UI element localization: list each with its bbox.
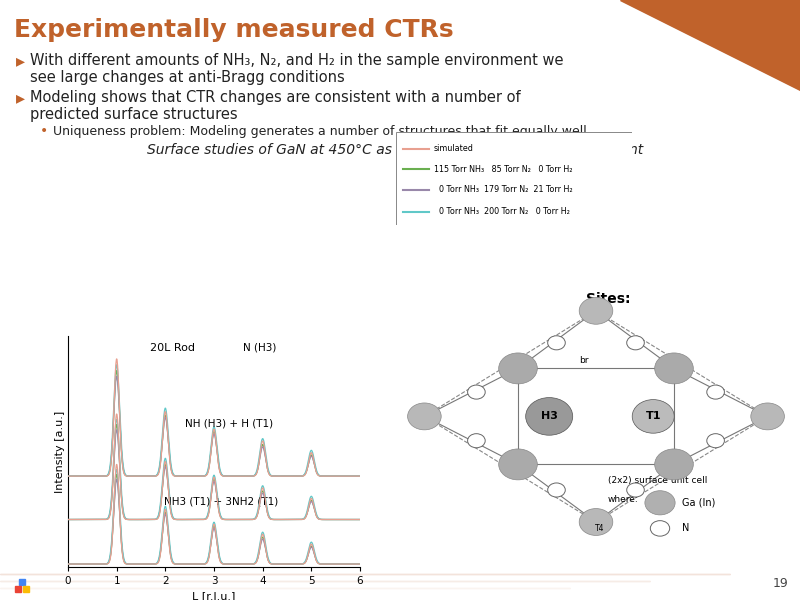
- Text: N (H3): N (H3): [243, 343, 277, 353]
- Circle shape: [548, 336, 566, 350]
- Circle shape: [650, 521, 670, 536]
- Circle shape: [654, 353, 694, 384]
- Circle shape: [626, 336, 644, 350]
- Circle shape: [654, 449, 694, 480]
- Text: where:: where:: [608, 495, 638, 504]
- Text: ▸: ▸: [16, 89, 25, 107]
- Text: Sites:: Sites:: [586, 292, 630, 305]
- Circle shape: [751, 403, 785, 430]
- Text: 19: 19: [772, 577, 788, 590]
- Text: 0 Torr NH₃  179 Torr N₂  21 Torr H₂: 0 Torr NH₃ 179 Torr N₂ 21 Torr H₂: [434, 185, 572, 194]
- Circle shape: [548, 483, 566, 497]
- Circle shape: [579, 298, 613, 324]
- Text: Modeling shows that CTR changes are consistent with a number of: Modeling shows that CTR changes are cons…: [30, 90, 521, 105]
- Y-axis label: Intensity [a.u.]: Intensity [a.u.]: [55, 410, 66, 493]
- Polygon shape: [620, 0, 800, 90]
- Text: 20L Rod: 20L Rod: [150, 343, 194, 353]
- Text: Surface studies of GaN at 450°C as a function of chemical environment: Surface studies of GaN at 450°C as a fun…: [147, 143, 643, 157]
- Text: (2x2) surface unit cell: (2x2) surface unit cell: [608, 476, 707, 485]
- Text: H3: H3: [541, 412, 558, 421]
- Circle shape: [632, 400, 674, 433]
- Circle shape: [707, 434, 724, 448]
- Circle shape: [626, 483, 644, 497]
- Text: NH3 (T1) + 3NH2 (T1): NH3 (T1) + 3NH2 (T1): [164, 497, 278, 506]
- Text: T1: T1: [646, 412, 661, 421]
- Circle shape: [707, 385, 724, 399]
- Circle shape: [579, 509, 613, 535]
- Text: Ga (In): Ga (In): [682, 498, 715, 508]
- Circle shape: [467, 385, 485, 399]
- Text: br: br: [578, 356, 588, 365]
- Text: simulated: simulated: [434, 144, 474, 153]
- Text: ▸: ▸: [16, 52, 25, 70]
- Circle shape: [467, 434, 485, 448]
- Text: T4: T4: [595, 524, 605, 533]
- Text: 0 Torr NH₃  200 Torr N₂   0 Torr H₂: 0 Torr NH₃ 200 Torr N₂ 0 Torr H₂: [434, 208, 570, 217]
- Text: With different amounts of NH₃, N₂, and H₂ in the sample environment we: With different amounts of NH₃, N₂, and H…: [30, 53, 563, 68]
- Text: NH (H3) + H (T1): NH (H3) + H (T1): [185, 418, 273, 428]
- Text: predicted surface structures: predicted surface structures: [30, 107, 238, 122]
- Circle shape: [498, 353, 538, 384]
- Text: N: N: [682, 523, 690, 533]
- Circle shape: [645, 491, 675, 515]
- Text: Experimentally measured CTRs: Experimentally measured CTRs: [14, 18, 454, 42]
- Text: Uniqueness problem: Modeling generates a number of structures that fit equally w: Uniqueness problem: Modeling generates a…: [53, 125, 590, 138]
- Text: see large changes at anti-Bragg conditions: see large changes at anti-Bragg conditio…: [30, 70, 345, 85]
- Text: 115 Torr NH₃   85 Torr N₂   0 Torr H₂: 115 Torr NH₃ 85 Torr N₂ 0 Torr H₂: [434, 164, 572, 174]
- X-axis label: L [r.l.u.]: L [r.l.u.]: [192, 592, 236, 600]
- FancyBboxPatch shape: [396, 132, 632, 225]
- Circle shape: [526, 398, 573, 435]
- Circle shape: [407, 403, 442, 430]
- Text: •: •: [40, 124, 48, 138]
- Circle shape: [498, 449, 538, 480]
